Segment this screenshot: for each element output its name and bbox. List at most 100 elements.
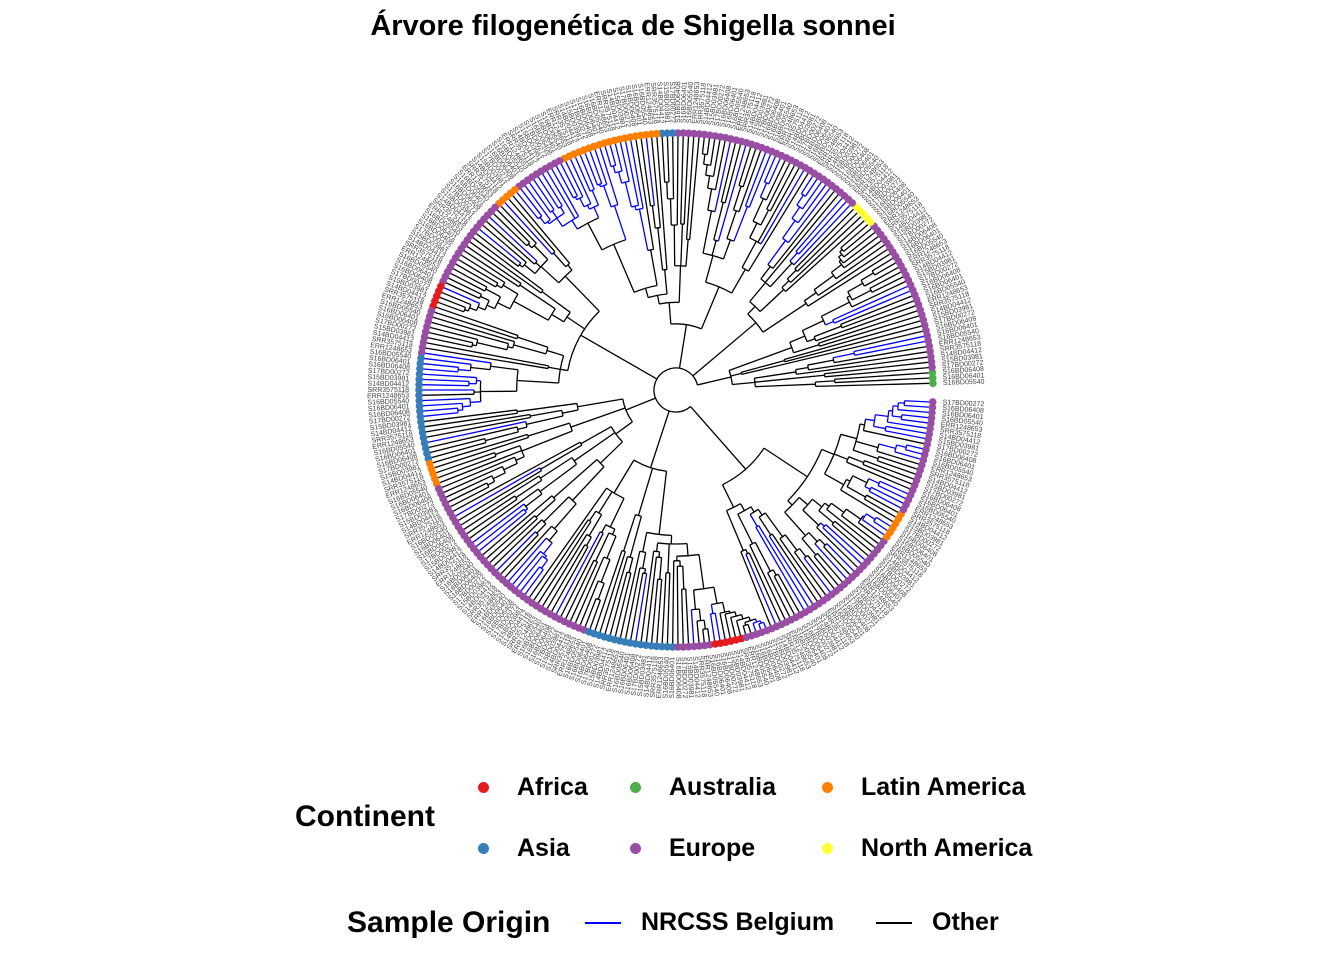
- tip-label: S14BD04412: [703, 83, 715, 125]
- branch-line: [833, 453, 848, 461]
- branch-line: [854, 340, 927, 356]
- branch-line: [797, 183, 827, 224]
- branch-arc: [639, 567, 646, 570]
- branch-line: [707, 628, 711, 643]
- branch-line: [421, 373, 477, 379]
- branch-arc: [494, 296, 502, 309]
- branch-line: [824, 502, 830, 507]
- branch-line: [785, 219, 867, 292]
- branch-line: [427, 331, 473, 344]
- branch-arc: [516, 426, 519, 433]
- branch-arc: [737, 506, 752, 515]
- branch-line: [537, 175, 560, 209]
- branch-line: [787, 186, 832, 244]
- branch-arc: [900, 414, 903, 420]
- branch-arc: [597, 182, 602, 186]
- branch-arc: [758, 512, 766, 518]
- branch-arc: [506, 343, 510, 350]
- branch-arc: [897, 402, 899, 410]
- branch-line: [540, 559, 549, 569]
- branch-line: [817, 248, 889, 296]
- branch-line: [424, 413, 531, 433]
- branch-line: [584, 598, 597, 629]
- branch-arc: [779, 534, 786, 540]
- branch-line: [793, 551, 827, 597]
- branch-line: [714, 613, 721, 642]
- branch-line: [471, 236, 544, 291]
- branch-line: [749, 222, 758, 239]
- branch-line: [722, 239, 732, 260]
- branch-line: [757, 508, 763, 516]
- tip-label: S16BD06401: [669, 657, 677, 699]
- branch-line: [436, 455, 497, 479]
- branch-line: [470, 401, 481, 403]
- branch-arc: [486, 482, 490, 488]
- branch-line: [768, 157, 782, 185]
- branch-line: [865, 418, 875, 422]
- branch-line: [550, 546, 589, 613]
- branch-line: [422, 357, 472, 365]
- branch-line: [528, 181, 551, 213]
- branch-line: [644, 288, 649, 298]
- branch-line: [440, 291, 472, 306]
- branch-line: [485, 431, 519, 442]
- branch-line: [492, 472, 506, 480]
- branch-line: [430, 321, 509, 345]
- legend-item-africa: Africa: [478, 773, 588, 802]
- branch-line: [594, 148, 608, 185]
- branch-arc: [768, 533, 773, 537]
- branch-line: [748, 552, 782, 623]
- branch-line: [869, 270, 903, 289]
- branch-line: [739, 503, 746, 511]
- branch-arc: [593, 559, 598, 563]
- branch-line: [853, 335, 926, 353]
- legend-item-nrcss-belgium: NRCSS Belgium: [585, 908, 834, 937]
- branch-arc: [752, 220, 762, 226]
- branch-line: [635, 573, 648, 642]
- tip-label: ERR1248653: [656, 656, 665, 698]
- branch-line: [540, 444, 583, 470]
- branch-line: [517, 426, 528, 431]
- branch-line: [697, 376, 732, 386]
- branch-line: [659, 557, 663, 580]
- branch-line: [546, 349, 564, 357]
- branch-arc: [894, 444, 898, 453]
- branch-line: [859, 423, 865, 426]
- branch-line: [759, 182, 768, 198]
- branch-line: [798, 200, 848, 255]
- branch-line: [773, 575, 796, 616]
- branch-arc: [621, 180, 630, 184]
- branch-line: [481, 495, 553, 556]
- branch-line: [628, 557, 634, 573]
- branch-line: [579, 197, 585, 208]
- legend-item-australia: Australia: [630, 773, 776, 802]
- tip-label: S17BD00272: [369, 415, 411, 426]
- branch-line: [818, 510, 834, 524]
- branch-arc: [847, 291, 853, 301]
- tip-label: ERR1248653: [702, 655, 714, 698]
- branch-line: [502, 284, 519, 295]
- legend-item-asia: Asia: [478, 834, 570, 863]
- branch-arc: [803, 300, 809, 307]
- branch-line: [650, 249, 658, 286]
- branch-line: [603, 185, 612, 208]
- branch-line: [811, 498, 823, 508]
- branch-line: [433, 311, 518, 340]
- branch-line: [556, 217, 564, 227]
- branch-line: [852, 475, 868, 484]
- branch-arc: [702, 627, 708, 630]
- branch-line: [548, 530, 558, 541]
- branch-arc: [484, 438, 487, 443]
- branch-line: [638, 208, 649, 251]
- branch-line: [478, 511, 527, 552]
- branch-line: [876, 450, 921, 466]
- branch-line: [806, 338, 816, 343]
- branch-line: [481, 224, 527, 263]
- branch-line: [878, 443, 896, 450]
- branch-line: [430, 441, 487, 459]
- branch-line: [815, 382, 931, 387]
- branch-line: [759, 289, 785, 312]
- branch-arc: [576, 196, 584, 201]
- branch-line: [842, 235, 880, 264]
- branch-line: [734, 611, 737, 617]
